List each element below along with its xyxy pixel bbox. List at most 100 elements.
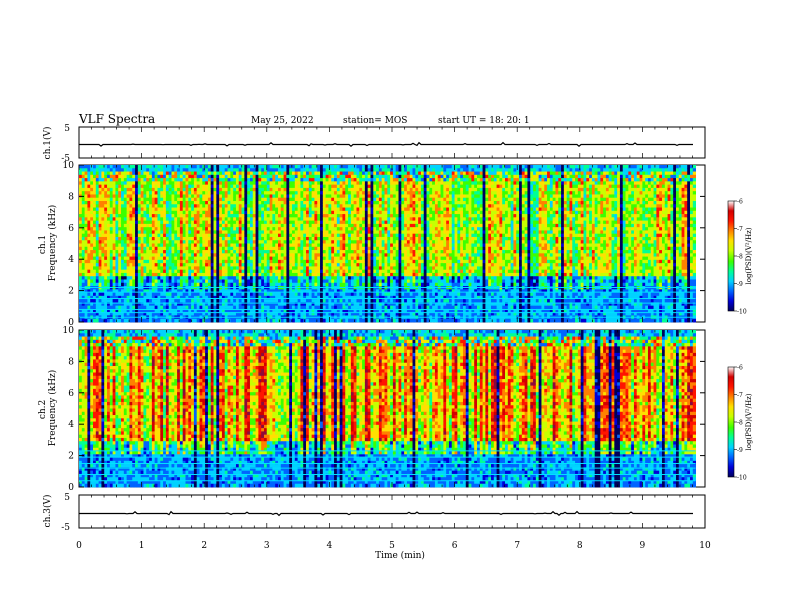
spectrogram-cell	[174, 234, 177, 238]
spectrogram-cell	[250, 263, 253, 267]
spectrogram-cell	[169, 257, 172, 261]
spectrogram-cell	[208, 185, 211, 189]
spectrogram-cell	[149, 240, 152, 244]
spectrogram-cell	[183, 178, 186, 182]
spectrogram-cell	[286, 293, 289, 297]
spectrogram-cell	[340, 198, 343, 202]
spectrogram-cell	[214, 198, 217, 202]
spectrogram-cell	[225, 198, 228, 202]
spectrogram-cell	[362, 175, 365, 179]
spectrogram-cell	[320, 172, 323, 176]
spectrogram-cell	[222, 234, 225, 238]
spectrogram-cell	[110, 250, 113, 254]
spectrogram-cell	[359, 224, 362, 228]
spectrogram-cell	[286, 224, 289, 228]
spectrogram-cell	[312, 227, 315, 231]
spectrogram-cell	[242, 178, 245, 182]
spectrogram-cell	[107, 165, 110, 169]
spectrogram-cell	[356, 240, 359, 244]
spectrogram-cell	[214, 181, 217, 185]
spectrogram-cell	[228, 217, 231, 221]
spectrogram-cell	[323, 260, 326, 264]
spectrogram-cell	[191, 178, 194, 182]
spectrogram-cell	[118, 168, 121, 172]
spectrogram-cell	[340, 178, 343, 182]
spectrogram-cell	[104, 201, 107, 205]
spectrogram-cell	[272, 230, 275, 234]
spectrogram-cell	[79, 172, 82, 176]
spectrogram-cell	[115, 253, 118, 257]
spectrogram-cell	[188, 273, 191, 277]
spectrogram-cell	[104, 221, 107, 225]
spectrogram-cell	[365, 178, 368, 182]
spectrogram-cell	[152, 253, 155, 257]
spectrogram-cell	[326, 198, 329, 202]
spectrogram-cell	[247, 253, 250, 257]
spectrogram-cell	[230, 293, 233, 297]
spectrogram-cell	[267, 273, 270, 277]
spectrogram-cell	[342, 165, 345, 169]
spectrogram-cell	[261, 188, 264, 192]
spectrogram-cell	[99, 244, 102, 248]
spectrogram-cell	[146, 293, 149, 297]
spectrogram-cell	[99, 191, 102, 195]
spectrogram-cell	[211, 165, 214, 169]
spectrogram-cell	[110, 230, 113, 234]
spectrogram-cell	[87, 240, 90, 244]
spectrogram-cell	[211, 230, 214, 234]
spectrogram-cell	[191, 217, 194, 221]
spectrogram-cell	[342, 230, 345, 234]
spectrogram-cell	[202, 211, 205, 215]
spectrogram-cell	[194, 204, 197, 208]
spectrogram-cell	[101, 299, 104, 303]
spectrogram-cell	[264, 257, 267, 261]
spectrogram-cell	[328, 181, 331, 185]
spectrogram-cell	[219, 175, 222, 179]
spectrogram-cell	[289, 208, 292, 212]
spectrogram-cell	[236, 306, 239, 310]
spectrogram-cell	[264, 306, 267, 310]
spectrogram-cell	[135, 214, 138, 218]
spectrogram-cell	[230, 266, 233, 270]
spectrogram-cell	[211, 224, 214, 228]
spectrogram-cell	[110, 257, 113, 261]
spectrogram-cell	[278, 293, 281, 297]
spectrogram-cell	[127, 253, 130, 257]
spectrogram-cell	[214, 214, 217, 218]
spectrogram-cell	[177, 181, 180, 185]
spectrogram-cell	[337, 181, 340, 185]
spectrogram-cell	[194, 319, 197, 323]
spectrogram-cell	[228, 250, 231, 254]
spectrogram-cell	[216, 276, 219, 280]
spectrogram-cell	[256, 217, 259, 221]
spectrogram-cell	[334, 201, 337, 205]
spectrogram-cell	[118, 257, 121, 261]
spectrogram-cell	[354, 283, 357, 287]
spectrogram-cell	[87, 263, 90, 267]
spectrogram-cell	[129, 188, 132, 192]
spectrogram-cell	[127, 270, 130, 274]
spectrogram-cell	[292, 263, 295, 267]
spectrogram-cell	[205, 172, 208, 176]
spectrogram-cell	[82, 185, 85, 189]
spectrogram-cell	[79, 165, 82, 169]
spectrogram-cell	[300, 208, 303, 212]
spectrogram-cell	[320, 188, 323, 192]
spectrogram-cell	[323, 188, 326, 192]
spectrogram-cell	[93, 194, 96, 198]
spectrogram-cell	[281, 211, 284, 215]
spectrogram-cell	[278, 185, 281, 189]
spectrogram-cell	[337, 253, 340, 257]
spectrogram-cell	[314, 188, 317, 192]
spectrogram-cell	[129, 244, 132, 248]
spectrogram-cell	[228, 276, 231, 280]
spectrogram-cell	[295, 191, 298, 195]
spectrogram-cell	[129, 178, 132, 182]
spectrogram-cell	[132, 191, 135, 195]
spectrogram-cell	[169, 276, 172, 280]
spectrogram-cell	[155, 257, 158, 261]
spectrogram-cell	[351, 244, 354, 248]
spectrogram-cell	[309, 293, 312, 297]
spectrogram-cell	[356, 237, 359, 241]
spectrogram-cell	[180, 224, 183, 228]
